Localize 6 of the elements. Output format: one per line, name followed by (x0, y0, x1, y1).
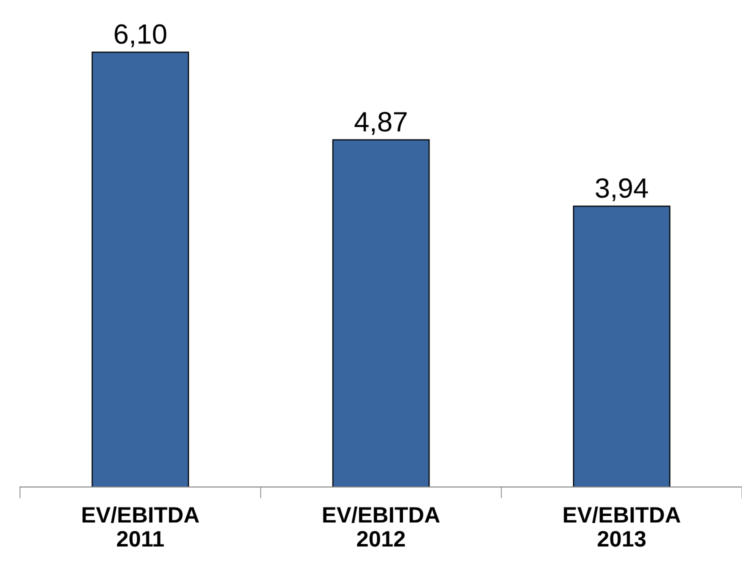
data-label: 6,10 (114, 24, 166, 48)
data-label: 3,94 (596, 178, 648, 202)
data-label: 4,87 (354, 112, 407, 135)
x-tick-label: EV/EBITDA 2011 (82, 506, 200, 547)
x-tick-label: EV/EBITDA 2013 (564, 506, 680, 547)
x-tick-label: EV/EBITDA 2012 (323, 506, 440, 547)
